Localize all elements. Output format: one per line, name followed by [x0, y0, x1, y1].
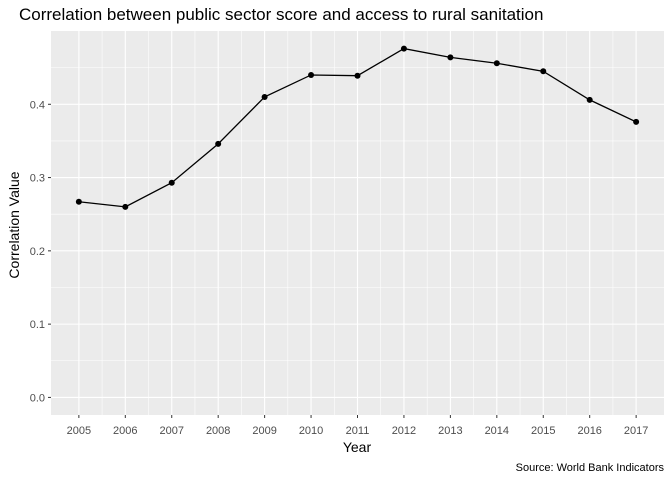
- x-tick-label: 2010: [299, 425, 323, 437]
- x-axis: 2005 2006 2007 2008 2009 2010 2011 2012 2013 2014…: [67, 415, 648, 437]
- x-tick-label: 2014: [485, 425, 509, 437]
- data-point: [354, 72, 361, 79]
- data-point: [215, 140, 222, 147]
- x-tick-label: 2017: [624, 425, 648, 437]
- x-axis-title: Year: [343, 439, 372, 455]
- source-caption: Source: World Bank Indicators: [516, 462, 665, 474]
- y-tick-label: 0.2: [30, 246, 45, 258]
- data-point: [308, 71, 315, 78]
- major-gridlines: [51, 31, 664, 415]
- chart-title: Correlation between public sector score …: [19, 5, 543, 24]
- x-tick-label: 2005: [67, 425, 91, 437]
- x-tick-label: 2013: [438, 425, 462, 437]
- data-point: [540, 68, 547, 75]
- data-point: [261, 93, 268, 100]
- x-tick-label: 2015: [531, 425, 555, 437]
- y-tick-label: 0.3: [30, 173, 45, 185]
- data-point: [75, 198, 82, 205]
- x-tick-label: 2008: [206, 425, 230, 437]
- y-axis: 0.0 0.1 0.2 0.3 0.4: [30, 99, 51, 404]
- data-point: [400, 45, 407, 52]
- y-axis-title: Correlation Value: [6, 171, 22, 278]
- x-tick-label: 2009: [252, 425, 276, 437]
- series-layer: [75, 45, 640, 210]
- y-tick-label: 0.1: [30, 319, 45, 331]
- x-tick-label: 2006: [113, 425, 137, 437]
- x-tick-label: 2011: [346, 425, 370, 437]
- x-tick-label: 2012: [392, 425, 416, 437]
- y-tick-label: 0.4: [30, 99, 45, 111]
- x-tick-label: 2016: [577, 425, 601, 437]
- data-point: [122, 203, 129, 210]
- data-point: [493, 60, 500, 67]
- data-point: [633, 118, 640, 125]
- data-point: [168, 179, 175, 186]
- data-point: [586, 96, 593, 103]
- data-point: [447, 54, 454, 61]
- x-tick-label: 2007: [160, 425, 184, 437]
- y-tick-label: 0.0: [30, 392, 45, 404]
